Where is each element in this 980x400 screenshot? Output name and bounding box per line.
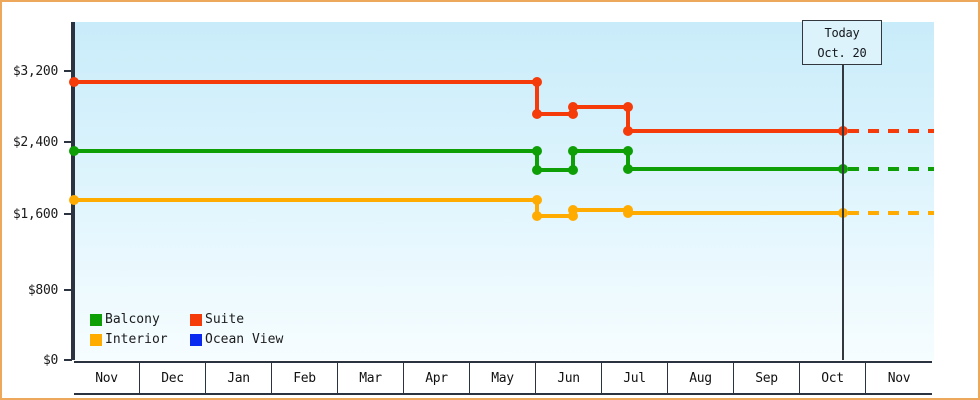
legend-item-balcony[interactable]: Balcony	[90, 312, 182, 327]
series-point-suite	[532, 109, 542, 120]
y-axis-label: $800	[27, 283, 58, 298]
series-point-interior	[623, 207, 633, 218]
series-point-interior	[532, 211, 542, 222]
x-axis-month-cell[interactable]: Nov	[74, 363, 140, 393]
y-axis-tick	[64, 289, 72, 291]
series-segment-suite	[537, 112, 573, 117]
series-point-suite	[568, 109, 578, 120]
series-point-balcony	[69, 146, 79, 157]
y-axis-line	[71, 22, 75, 360]
series-segment-balcony	[74, 149, 537, 154]
legend-swatch-icon	[90, 313, 102, 326]
x-axis-month-cell[interactable]: Aug	[668, 363, 734, 393]
series-segment-balcony	[573, 149, 628, 154]
today-label-line2: Oct. 20	[817, 46, 867, 60]
series-segment-interior	[537, 214, 573, 219]
today-label-line1: Today	[824, 26, 860, 40]
series-segment-suite	[535, 81, 539, 115]
series-point-balcony	[532, 146, 542, 157]
x-axis-month-cell[interactable]: Mar	[338, 363, 404, 393]
legend-label: Interior	[105, 332, 168, 347]
y-axis-label: $2,400	[12, 135, 58, 150]
series-segment-interior	[628, 210, 843, 215]
x-axis-month-cell[interactable]: Dec	[140, 363, 206, 393]
x-axis-month-cell[interactable]: Nov	[866, 363, 932, 393]
legend-swatch-icon	[90, 333, 102, 346]
x-axis-month-strip: Nov Dec Jan Feb Mar Apr May Jun Jul Aug Sep Oct Nov	[74, 361, 932, 395]
y-axis-label: $1,600	[12, 207, 58, 222]
y-axis-tick	[64, 213, 72, 215]
legend-label: Suite	[205, 312, 245, 327]
series-point-balcony	[623, 163, 633, 174]
forecast-dash-interior	[848, 210, 934, 215]
series-segment-suite	[74, 79, 537, 84]
y-axis-tick	[64, 70, 72, 72]
series-point-interior	[568, 205, 578, 216]
forecast-dash-balcony	[848, 166, 934, 171]
plot-area	[74, 22, 934, 360]
legend-label: Ocean View	[205, 332, 284, 347]
series-point-interior	[568, 211, 578, 222]
series-segment-interior	[74, 198, 537, 203]
series-segment-suite	[573, 105, 628, 110]
series-point-suite	[532, 76, 542, 87]
series-point-balcony	[568, 165, 578, 176]
series-segment-balcony	[537, 168, 573, 173]
series-segment-interior	[535, 200, 539, 217]
series-point-balcony	[532, 165, 542, 176]
series-segment-balcony	[535, 151, 539, 171]
legend-item-ocean-view[interactable]: Ocean View	[190, 332, 283, 347]
series-point-suite	[623, 125, 633, 136]
y-axis-tick	[64, 359, 72, 361]
chart-legend: Balcony Suite Interior Ocean View	[90, 312, 283, 347]
series-point-interior	[69, 195, 79, 206]
today-vertical-line	[842, 65, 844, 360]
today-annotation-box: Today Oct. 20	[802, 20, 882, 65]
series-point-suite	[623, 102, 633, 113]
x-axis-month-cell[interactable]: Jul	[602, 363, 668, 393]
legend-swatch-icon	[190, 333, 202, 346]
series-segment-balcony	[628, 166, 843, 171]
series-point-suite	[568, 102, 578, 113]
x-axis-month-cell[interactable]: Jan	[206, 363, 272, 393]
y-axis-label: $0	[42, 353, 58, 368]
series-point-balcony	[623, 146, 633, 157]
legend-label: Balcony	[105, 312, 160, 327]
series-point-suite	[69, 76, 79, 87]
x-axis-month-cell[interactable]: Apr	[404, 363, 470, 393]
series-segment-balcony	[571, 151, 575, 171]
legend-item-interior[interactable]: Interior	[90, 332, 182, 347]
y-axis-tick	[64, 141, 72, 143]
series-segment-balcony	[626, 151, 630, 169]
x-axis-month-cell[interactable]: Feb	[272, 363, 338, 393]
x-axis-month-cell[interactable]: Oct	[800, 363, 866, 393]
legend-item-suite[interactable]: Suite	[190, 312, 283, 327]
legend-swatch-icon	[190, 313, 202, 326]
x-axis-month-cell[interactable]: Jun	[536, 363, 602, 393]
forecast-dash-suite	[848, 128, 934, 133]
y-axis-label: $3,200	[12, 64, 58, 79]
series-segment-interior	[573, 208, 628, 213]
series-point-interior	[532, 195, 542, 206]
x-axis-month-cell[interactable]: May	[470, 363, 536, 393]
series-point-balcony	[568, 146, 578, 157]
series-segment-suite	[628, 128, 843, 133]
x-axis-month-cell[interactable]: Sep	[734, 363, 800, 393]
series-segment-suite	[626, 107, 630, 131]
